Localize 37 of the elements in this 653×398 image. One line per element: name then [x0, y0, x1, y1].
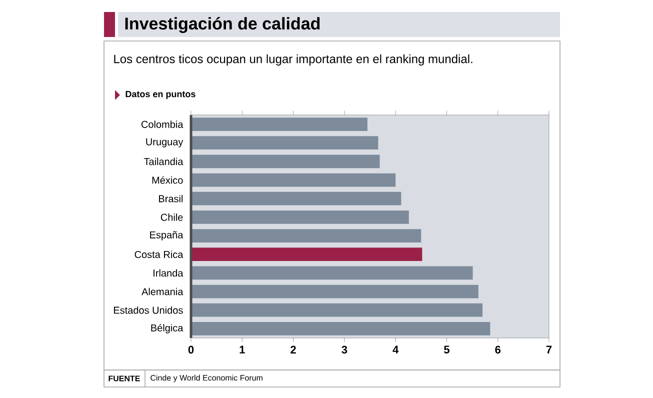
y-tick-label: Irlanda: [154, 269, 184, 277]
y-tick-label: México: [152, 176, 183, 184]
x-tick-label: 2: [290, 346, 296, 354]
chart-subtitle: Los centros ticos ocupan un lugar importante en el ranking mundial.: [114, 54, 472, 66]
y-tick-label: Alemania: [142, 288, 184, 296]
y-tick-label: Brasil: [159, 194, 183, 202]
y-tick-label: Uruguay: [146, 138, 184, 148]
bar: [191, 229, 422, 242]
y-tick-label: Colombia: [141, 120, 184, 128]
x-tick-label: 1: [240, 346, 245, 354]
bar: [191, 322, 490, 336]
x-tick-label: 7: [546, 346, 552, 354]
bar: [191, 303, 483, 317]
bar: [191, 118, 368, 131]
x-tick-label: 3: [342, 346, 348, 354]
text: FUENTE: [108, 376, 140, 382]
x-tick-label: 6: [495, 346, 501, 354]
y-tick-label: Costa Rica: [134, 250, 184, 258]
text: Cinde y World Economic Forum: [150, 374, 262, 382]
x-tick-label: 5: [444, 346, 450, 354]
y-tick-label: Tailandia: [144, 158, 184, 166]
y-tick-label: Estados Unidos: [114, 306, 183, 314]
bar: [191, 266, 473, 280]
y-tick-label: Bélgica: [151, 324, 184, 334]
bar: [191, 284, 478, 298]
text: Datos en puntos: [126, 90, 196, 100]
chart-title: Investigación de calidad: [125, 16, 320, 34]
bar: [191, 173, 396, 187]
bar: [191, 248, 422, 262]
bar: [191, 192, 402, 206]
x-tick-label: 0: [188, 346, 194, 354]
y-tick-label: Chile: [160, 214, 183, 221]
bar: [191, 210, 409, 224]
bar: [191, 136, 378, 150]
y-tick-label: España: [150, 231, 184, 240]
bar: [191, 154, 380, 168]
x-tick-label: 4: [392, 346, 399, 354]
